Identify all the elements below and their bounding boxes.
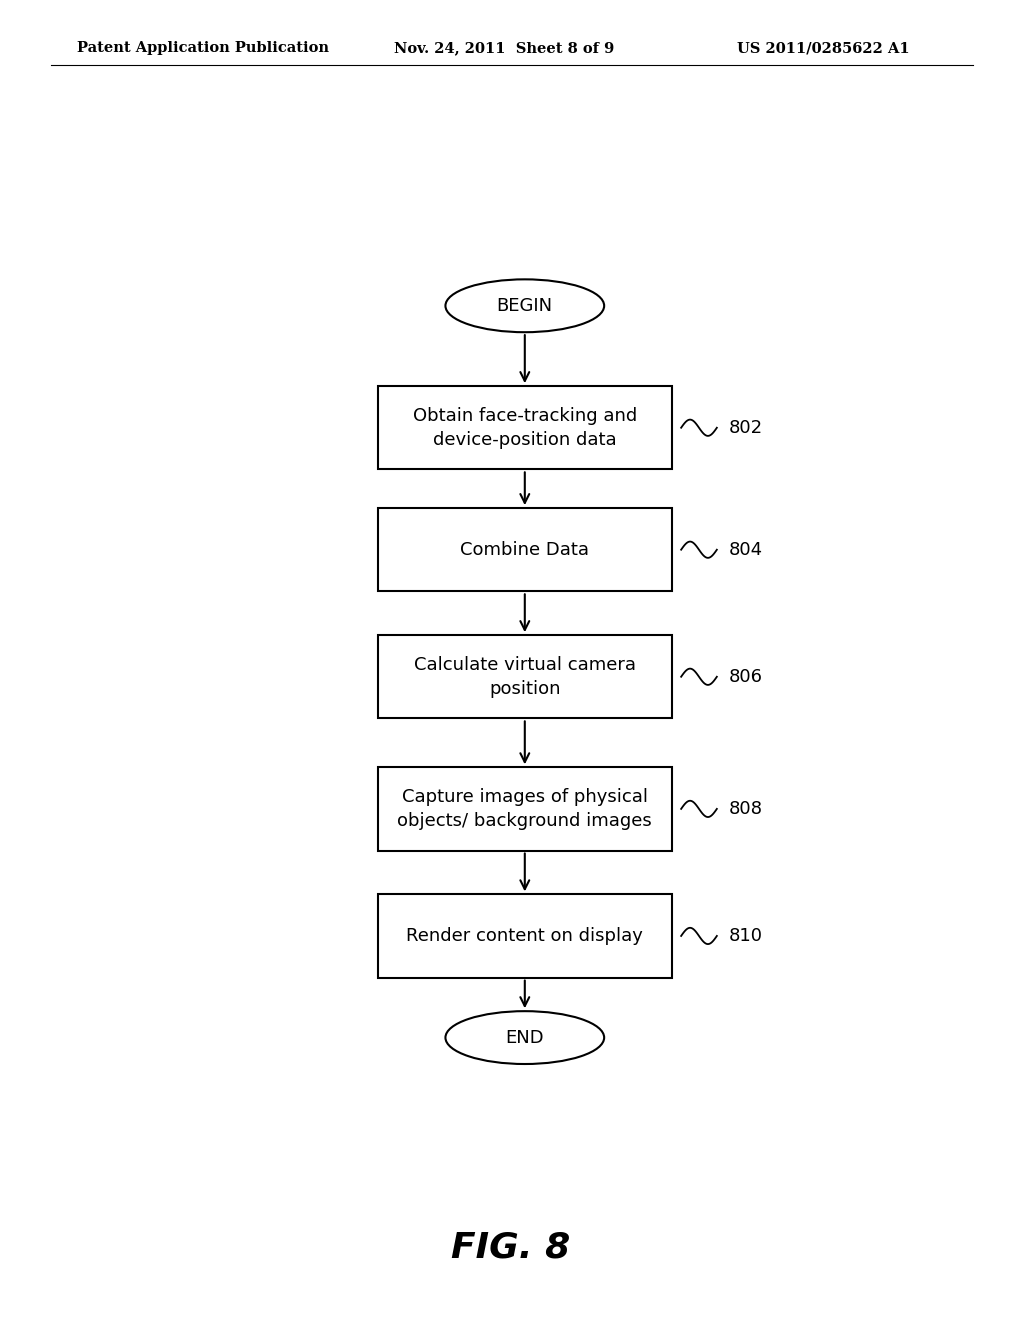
Text: Obtain face-tracking and
device-position data: Obtain face-tracking and device-position… — [413, 407, 637, 449]
Text: Calculate virtual camera
position: Calculate virtual camera position — [414, 656, 636, 697]
Text: 808: 808 — [729, 800, 763, 818]
Text: END: END — [506, 1028, 544, 1047]
Bar — [378, 508, 672, 591]
Bar — [378, 635, 672, 718]
Bar — [378, 767, 672, 850]
Text: 810: 810 — [729, 927, 763, 945]
Text: Render content on display: Render content on display — [407, 927, 643, 945]
Text: FIG. 8: FIG. 8 — [451, 1230, 569, 1265]
Text: 802: 802 — [729, 418, 763, 437]
Text: Capture images of physical
objects/ background images: Capture images of physical objects/ back… — [397, 788, 652, 830]
Text: Patent Application Publication: Patent Application Publication — [77, 41, 329, 55]
Text: Nov. 24, 2011  Sheet 8 of 9: Nov. 24, 2011 Sheet 8 of 9 — [394, 41, 614, 55]
Text: US 2011/0285622 A1: US 2011/0285622 A1 — [737, 41, 910, 55]
Text: 806: 806 — [729, 668, 763, 686]
Bar — [378, 385, 672, 470]
Bar — [378, 894, 672, 978]
Text: 804: 804 — [729, 541, 763, 558]
Text: BEGIN: BEGIN — [497, 297, 553, 314]
Text: Combine Data: Combine Data — [461, 541, 589, 558]
